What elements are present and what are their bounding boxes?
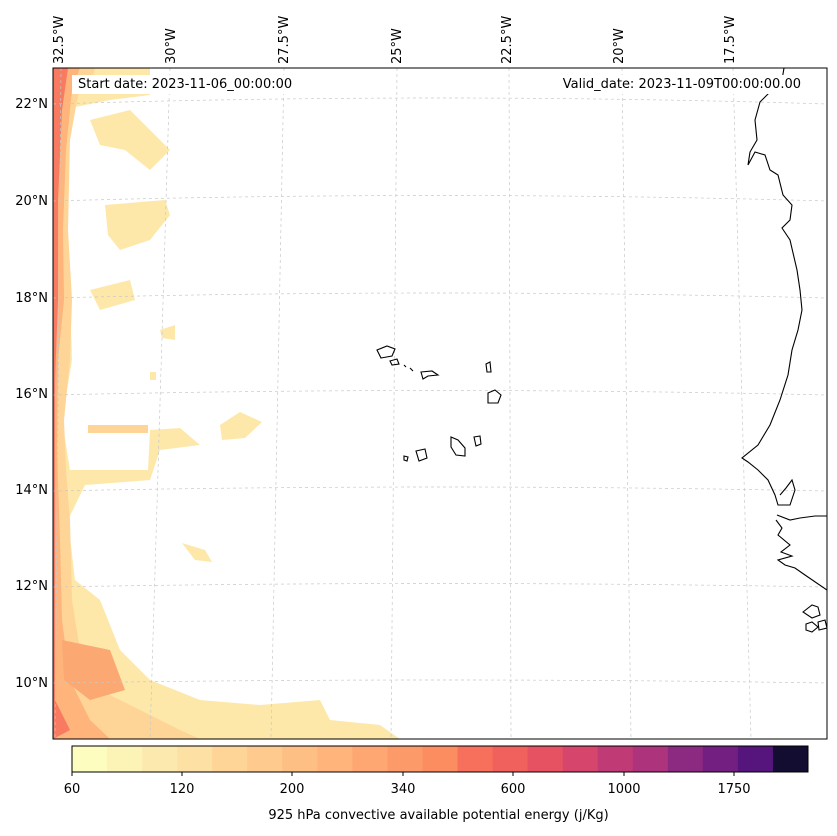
colorbar-segment [702,746,739,772]
colorbar-segment [597,746,634,772]
colorbar-segment [667,746,704,772]
lat-label-18n: 18°N [15,291,48,306]
colorbar-segment [737,746,774,772]
colorbar-segment [317,746,353,772]
cape-verde-islands [376,345,502,462]
lon-label-32-5w: 32.5°W [52,15,67,64]
cape-field [53,68,400,739]
colorbar-segment [387,746,423,772]
lon-label-22-5w: 22.5°W [500,15,515,64]
colorbar-segment [212,746,248,772]
colorbar-tick-1000: 1000 [607,782,641,797]
lon-label-20w: 20°W [612,28,627,64]
colorbar-segment [247,746,283,772]
colorbar-segment [492,746,529,772]
colorbar-tick-600: 600 [500,782,526,797]
colorbar-segment [282,746,318,772]
lat-label-16n: 16°N [15,387,48,402]
colorbar-tick-1750: 1750 [717,782,751,797]
lat-label-10n: 10°N [15,676,48,691]
lat-label-14n: 14°N [15,483,48,498]
colorbar-segment [177,746,213,772]
lon-label-25w: 25°W [390,28,405,64]
colorbar-segment [422,746,459,772]
lon-label-17-5w: 17.5°W [723,15,738,64]
start-date-label: Start date: 2023-11-06_00:00:00 [72,75,299,94]
colorbar-tick-340: 340 [390,782,416,797]
lon-label-30w: 30°W [164,28,179,64]
colorbar-segment [107,746,143,772]
colorbar-tick-60: 60 [63,782,81,797]
colorbar [71,745,809,776]
colorbar-segment [632,746,669,772]
lat-label-12n: 12°N [15,579,48,594]
plot-frame [52,67,828,740]
african-coastline [741,68,827,633]
colorbar-frame [71,745,809,773]
colorbar-tick-200: 200 [279,782,305,797]
graticule [53,68,827,739]
colorbar-segment [457,746,494,772]
plot-area [53,68,827,739]
colorbar-segment [352,746,388,772]
lon-label-27-5w: 27.5°W [277,15,292,64]
colorbar-tick-120: 120 [169,782,195,797]
colorbar-title: 925 hPa convective available potential e… [268,808,609,823]
colorbar-segment [72,746,108,772]
valid-date-label: Valid_date: 2023-11-09T00:00:00.00 [556,75,807,94]
colorbar-segment [772,746,809,772]
colorbar-segment [142,746,178,772]
colorbar-segment [562,746,599,772]
colorbar-segment [527,746,564,772]
lat-label-22n: 22°N [15,97,48,112]
lat-label-20n: 20°N [15,194,48,209]
